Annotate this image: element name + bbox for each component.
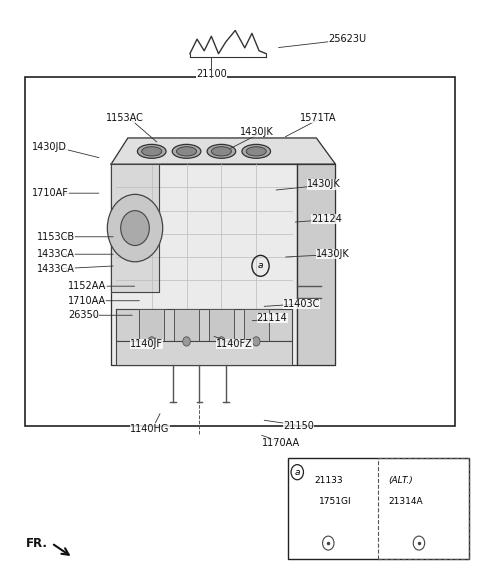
Ellipse shape xyxy=(246,147,266,156)
Text: 1710AA: 1710AA xyxy=(68,296,107,305)
Bar xyxy=(174,310,199,342)
Text: 1433CA: 1433CA xyxy=(37,264,75,274)
Ellipse shape xyxy=(177,147,197,156)
Polygon shape xyxy=(111,164,297,364)
Polygon shape xyxy=(111,138,336,164)
Text: 11403C: 11403C xyxy=(283,298,320,308)
Bar xyxy=(209,310,234,342)
Circle shape xyxy=(120,211,149,245)
Polygon shape xyxy=(116,310,292,342)
Text: a: a xyxy=(295,468,300,477)
Text: 1430JK: 1430JK xyxy=(307,179,341,189)
Circle shape xyxy=(252,337,260,346)
Text: 21314A: 21314A xyxy=(388,497,422,506)
Text: 1433CA: 1433CA xyxy=(37,249,75,259)
Text: 1430JK: 1430JK xyxy=(316,249,350,259)
Ellipse shape xyxy=(172,144,201,158)
Text: a: a xyxy=(258,262,263,270)
Circle shape xyxy=(108,194,163,262)
Polygon shape xyxy=(111,164,159,292)
Text: 1140FZ: 1140FZ xyxy=(216,339,253,349)
Text: 21133: 21133 xyxy=(314,477,343,485)
Text: 1140JF: 1140JF xyxy=(130,339,163,349)
Text: 21100: 21100 xyxy=(196,69,227,79)
Text: 1170AA: 1170AA xyxy=(262,438,300,448)
Text: (ALT.): (ALT.) xyxy=(388,477,413,485)
Text: 21124: 21124 xyxy=(312,214,342,224)
Bar xyxy=(139,310,164,342)
Text: FR.: FR. xyxy=(26,537,48,550)
Text: 1430JD: 1430JD xyxy=(33,142,67,152)
Text: 21114: 21114 xyxy=(257,313,288,323)
Ellipse shape xyxy=(242,144,271,158)
Text: 26350: 26350 xyxy=(68,310,99,320)
Ellipse shape xyxy=(137,144,166,158)
Bar xyxy=(244,310,269,342)
Bar xyxy=(25,77,455,426)
Text: 1751GI: 1751GI xyxy=(319,497,351,506)
Bar xyxy=(116,342,292,364)
Text: 1153CB: 1153CB xyxy=(37,232,75,242)
Text: 25623U: 25623U xyxy=(328,34,366,44)
Text: 1153AC: 1153AC xyxy=(107,113,144,123)
Circle shape xyxy=(183,337,191,346)
Bar xyxy=(288,458,469,559)
Ellipse shape xyxy=(211,147,231,156)
Text: 1430JK: 1430JK xyxy=(240,127,274,137)
Circle shape xyxy=(217,337,225,346)
Circle shape xyxy=(148,337,156,346)
Text: 1152AA: 1152AA xyxy=(68,281,107,291)
Text: 21150: 21150 xyxy=(283,420,314,430)
Ellipse shape xyxy=(142,147,162,156)
Polygon shape xyxy=(297,164,336,364)
Text: 1140HG: 1140HG xyxy=(130,423,169,433)
Ellipse shape xyxy=(207,144,236,158)
Text: 1571TA: 1571TA xyxy=(300,113,336,123)
Text: 1710AF: 1710AF xyxy=(33,188,69,198)
